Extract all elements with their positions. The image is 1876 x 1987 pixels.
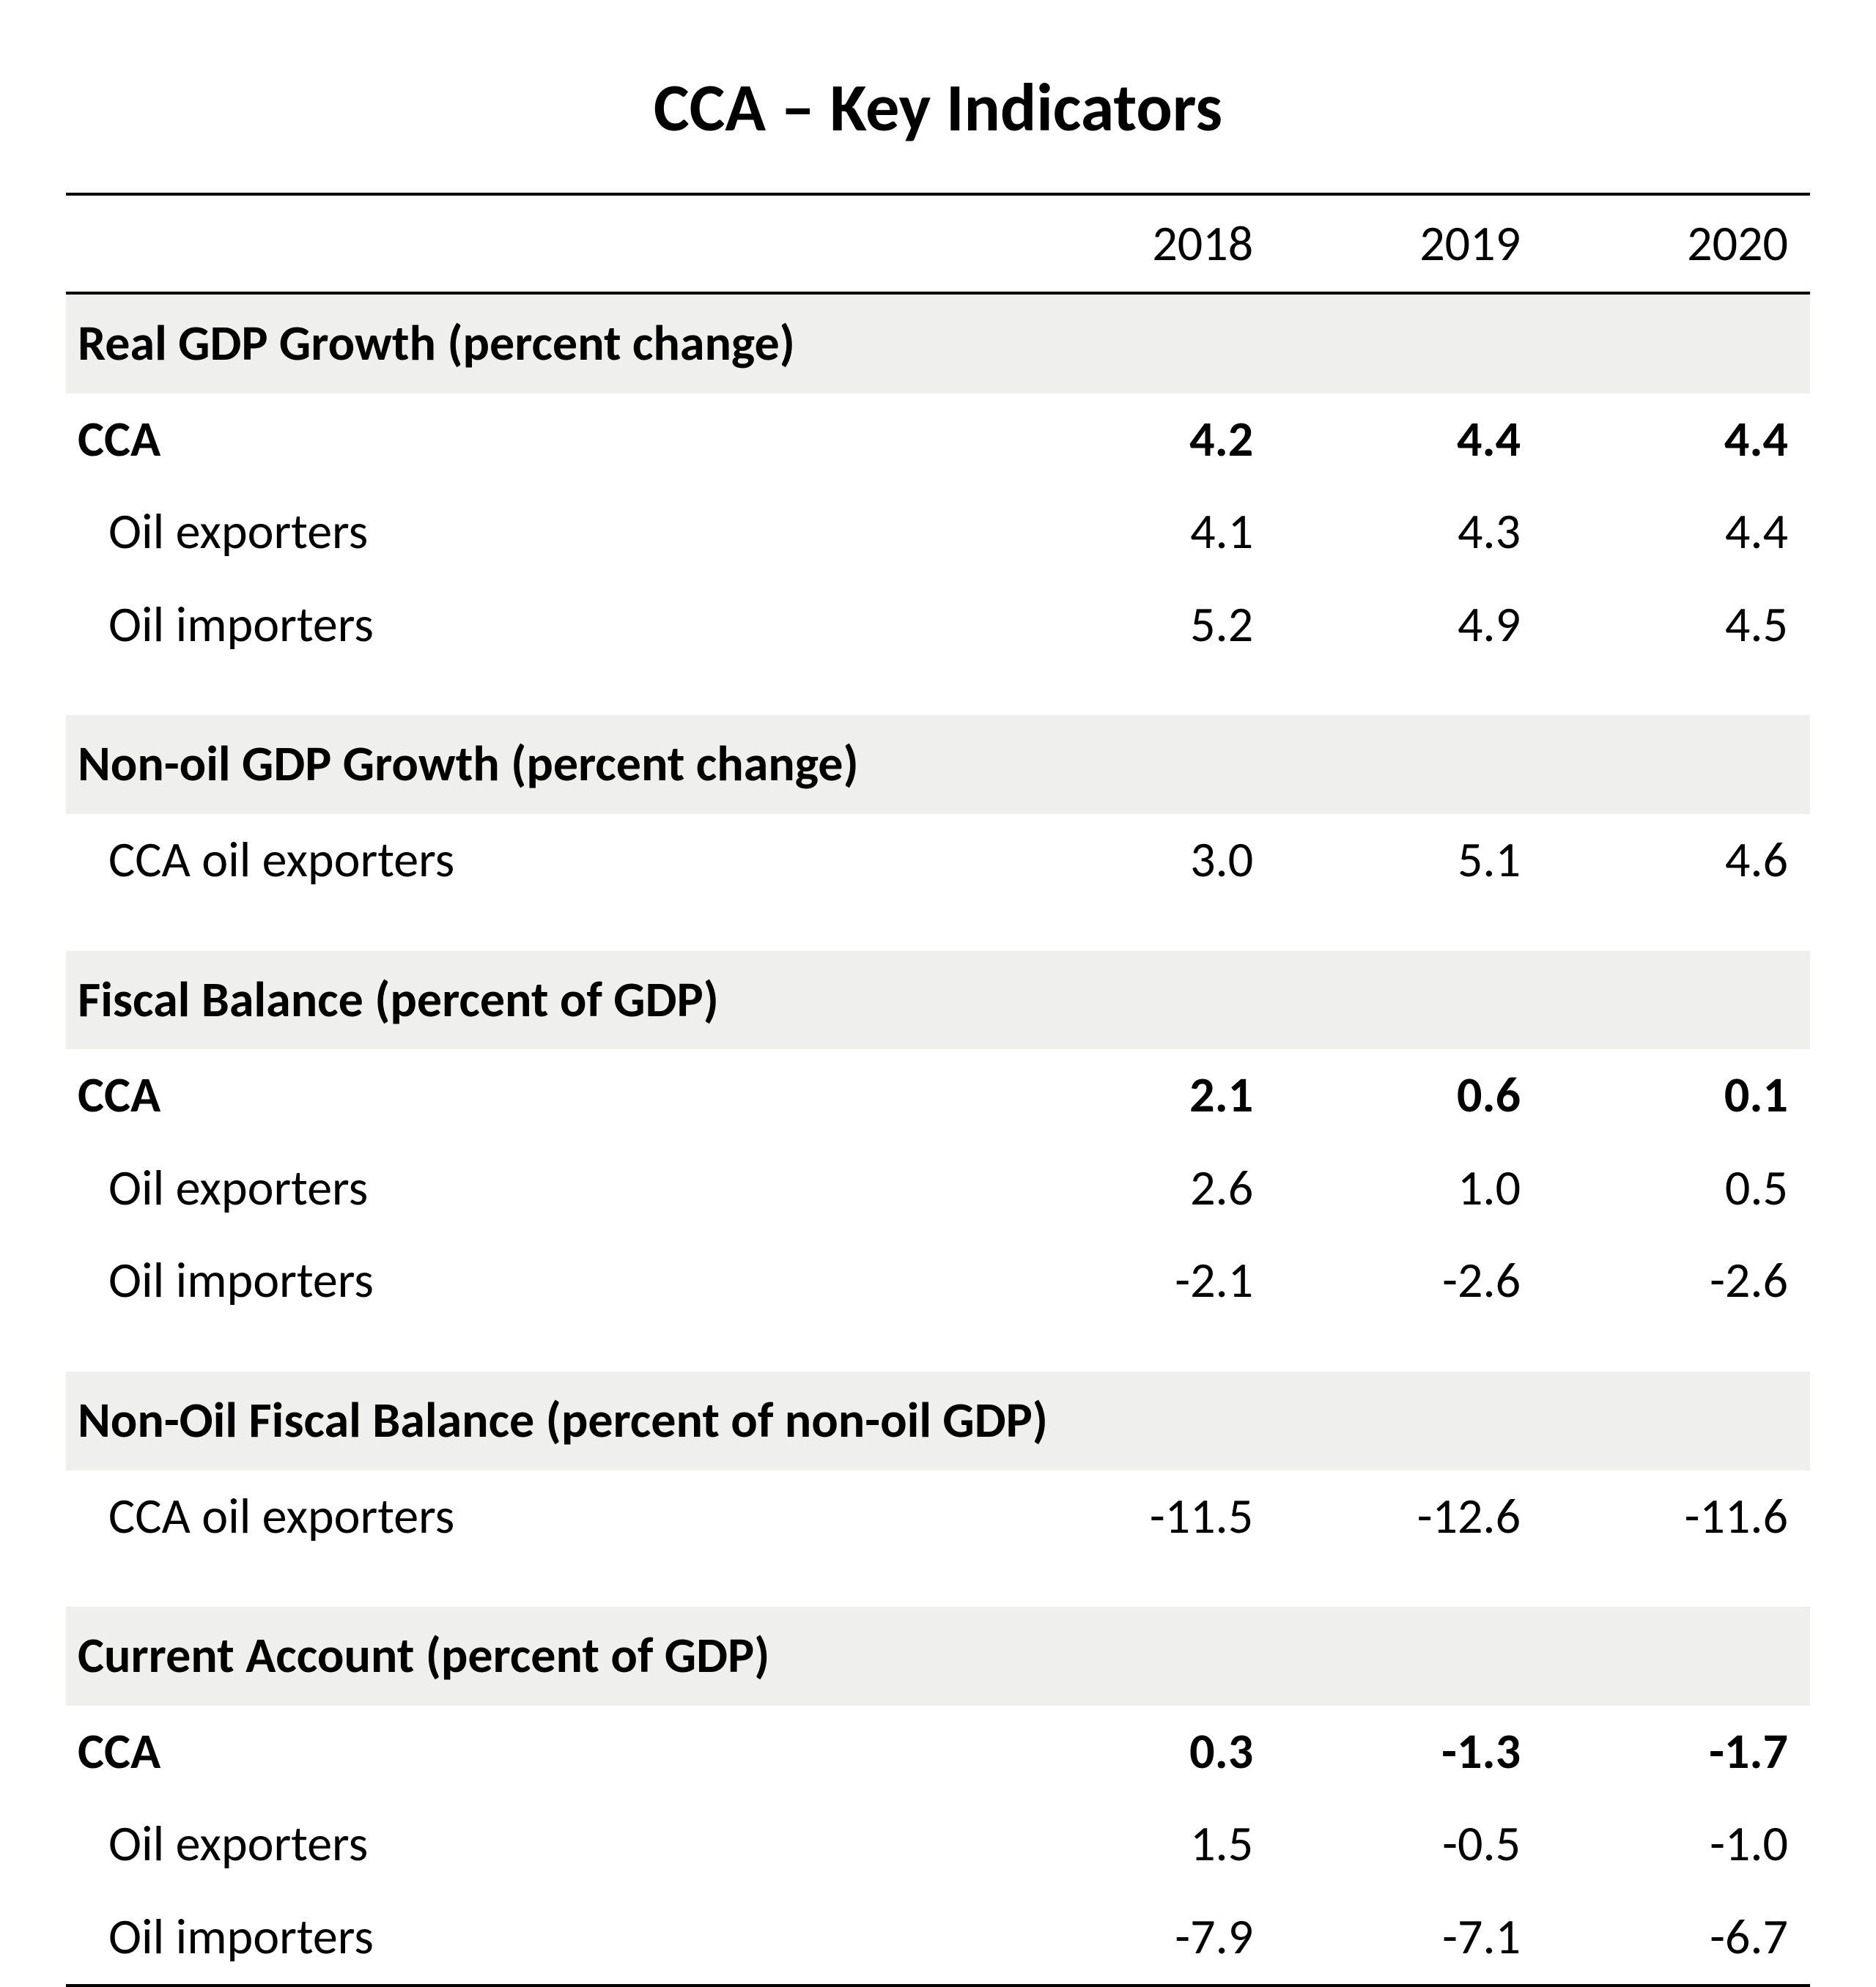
cell-value: -1.0 [1543, 1798, 1810, 1891]
table-header-col: 2019 [1275, 194, 1543, 293]
bottom-rule [66, 1984, 1810, 1986]
spacer-row [66, 1328, 1810, 1372]
row-label: Oil importers [66, 1235, 1008, 1328]
spacer-row [66, 907, 1810, 951]
table-row: CCA0.3-1.3-1.7 [66, 1706, 1810, 1799]
cell-value: -7.9 [1008, 1891, 1275, 1984]
section-heading: Real GDP Growth (percent change) [66, 293, 1810, 393]
table-header-row: 2018 2019 2020 [66, 194, 1810, 293]
cell-value: 4.4 [1275, 393, 1543, 486]
cell-value: 4.5 [1543, 579, 1810, 672]
cell-value: 0.6 [1275, 1049, 1543, 1142]
section-heading: Fiscal Balance (percent of GDP) [66, 951, 1810, 1050]
cell-value: 2.6 [1008, 1142, 1275, 1235]
section-heading-row: Non-Oil Fiscal Balance (percent of non-o… [66, 1372, 1810, 1470]
cell-value: 0.5 [1543, 1142, 1810, 1235]
row-label: CCA oil exporters [66, 814, 1008, 907]
cell-value: 3.0 [1008, 814, 1275, 907]
cell-value: -11.5 [1008, 1470, 1275, 1564]
cell-value: 5.1 [1275, 814, 1543, 907]
table-row: Oil importers5.24.94.5 [66, 579, 1810, 672]
cell-value: 4.4 [1543, 393, 1810, 486]
spacer-row [66, 671, 1810, 715]
row-label: Oil importers [66, 579, 1008, 672]
section-heading-row: Fiscal Balance (percent of GDP) [66, 951, 1810, 1050]
indicators-table: 2018 2019 2020 Real GDP Growth (percent … [66, 193, 1810, 1987]
cell-value: 0.1 [1543, 1049, 1810, 1142]
cell-value: 4.3 [1275, 486, 1543, 579]
row-label: Oil exporters [66, 486, 1008, 579]
table-header-col: 2018 [1008, 194, 1275, 293]
table-row: Oil exporters1.5-0.5-1.0 [66, 1798, 1810, 1891]
row-label: CCA [66, 393, 1008, 486]
section-heading-row: Non-oil GDP Growth (percent change) [66, 715, 1810, 814]
table-row: Oil exporters4.14.34.4 [66, 486, 1810, 579]
table-header-stub [66, 194, 1008, 293]
table-row: Oil importers-2.1-2.6-2.6 [66, 1235, 1810, 1328]
cell-value: -1.3 [1275, 1706, 1543, 1799]
row-label: CCA [66, 1049, 1008, 1142]
table-row: CCA oil exporters3.05.14.6 [66, 814, 1810, 907]
cell-value: 5.2 [1008, 579, 1275, 672]
row-label: Oil importers [66, 1891, 1008, 1984]
cell-value: -0.5 [1275, 1798, 1543, 1891]
cell-value: -12.6 [1275, 1470, 1543, 1564]
table-row: CCA2.10.60.1 [66, 1049, 1810, 1142]
table-row: Oil importers-7.9-7.1-6.7 [66, 1891, 1810, 1984]
cell-value: -2.1 [1008, 1235, 1275, 1328]
table-row: Oil exporters2.61.00.5 [66, 1142, 1810, 1235]
section-heading: Non-Oil Fiscal Balance (percent of non-o… [66, 1372, 1810, 1470]
cell-value: 4.2 [1008, 393, 1275, 486]
table-body: Real GDP Growth (percent change)CCA4.24.… [66, 293, 1810, 1986]
cell-value: 4.4 [1543, 486, 1810, 579]
section-heading-row: Current Account (percent of GDP) [66, 1607, 1810, 1706]
table-row: CCA oil exporters-11.5-12.6-11.6 [66, 1470, 1810, 1564]
row-label: CCA [66, 1706, 1008, 1799]
row-label: Oil exporters [66, 1798, 1008, 1891]
cell-value: -2.6 [1275, 1235, 1543, 1328]
cell-value: -6.7 [1543, 1891, 1810, 1984]
cell-value: 4.9 [1275, 579, 1543, 672]
row-label: Oil exporters [66, 1142, 1008, 1235]
cell-value: -11.6 [1543, 1470, 1810, 1564]
cell-value: 4.1 [1008, 486, 1275, 579]
cell-value: 1.0 [1275, 1142, 1543, 1235]
cell-value: 2.1 [1008, 1049, 1275, 1142]
section-heading-row: Real GDP Growth (percent change) [66, 293, 1810, 393]
cell-value: -7.1 [1275, 1891, 1543, 1984]
row-label: CCA oil exporters [66, 1470, 1008, 1564]
cell-value: 1.5 [1008, 1798, 1275, 1891]
page-title: CCA – Key Indicators [66, 44, 1810, 193]
table-row: CCA4.24.44.4 [66, 393, 1810, 486]
cell-value: 0.3 [1008, 1706, 1275, 1799]
page: CCA – Key Indicators 2018 2019 2020 Real… [0, 0, 1876, 1846]
cell-value: -2.6 [1543, 1235, 1810, 1328]
section-heading: Non-oil GDP Growth (percent change) [66, 715, 1810, 814]
table-header-col: 2020 [1543, 194, 1810, 293]
spacer-row [66, 1563, 1810, 1607]
section-heading: Current Account (percent of GDP) [66, 1607, 1810, 1706]
cell-value: 4.6 [1543, 814, 1810, 907]
cell-value: -1.7 [1543, 1706, 1810, 1799]
